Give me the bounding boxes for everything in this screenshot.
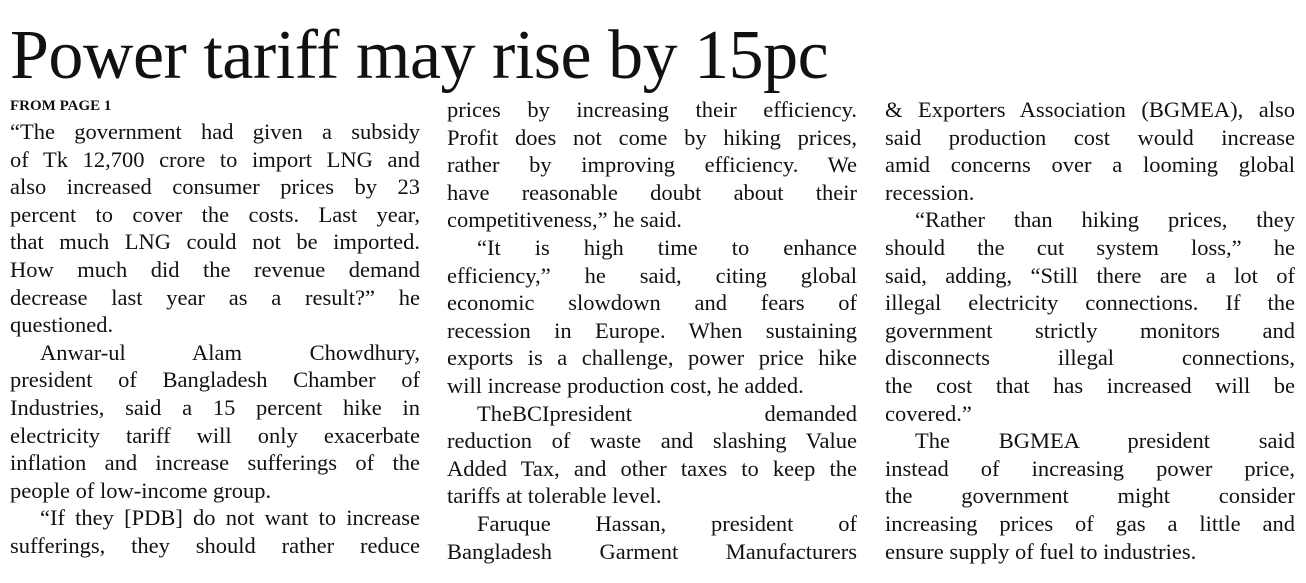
column-3-text: & Exporters Association (BGMEA), also sai… [885, 96, 1295, 565]
text-line: Bangladesh Garment Manufacturers [447, 538, 857, 564]
text-line: tariffs at tolerable level. [447, 483, 662, 509]
text-line: Profit does not come by hiking prices, [447, 124, 857, 150]
text-line: ensure supply of fuel to industries. [885, 538, 1197, 564]
text-line: should the cut system loss,” he [885, 234, 1295, 260]
text-line: have reasonable doubt about their [447, 179, 857, 205]
text-line: rather by improving efficiency. We [447, 152, 857, 178]
text-line: government strictly monitors and [885, 317, 1295, 343]
text-line: increasing prices of gas a little and [885, 510, 1295, 536]
text-line: decrease last year as a result?” he [10, 284, 420, 310]
column-1-text: “The government had given a subsidy of Tk… [10, 118, 420, 560]
column-2-text: prices by increasing their efficiency. Pr… [447, 96, 857, 565]
text-line: Faruque Hassan, president of [477, 510, 857, 536]
text-line: competitiveness,” he said. [447, 207, 682, 233]
continuation-kicker: FROM PAGE 1 [10, 98, 112, 114]
text-line: of Tk 12,700 crore to import LNG and [10, 146, 420, 172]
article-column-1: FROM PAGE 1 “The government had given a … [10, 96, 420, 560]
text-line: will increase production cost, he added. [447, 372, 804, 398]
headline: Power tariff may rise by 15pc [10, 17, 829, 94]
text-line: & Exporters Association (BGMEA), also [885, 97, 1295, 122]
text-line: “Rather than hiking prices, they [915, 207, 1295, 233]
text-line: disconnects illegal connections, [885, 345, 1295, 371]
text-line: How much did the revenue demand [10, 256, 420, 282]
text-line: inflation and increase sufferings of the [10, 450, 420, 476]
text-line: covered.” [885, 400, 972, 426]
text-line: illegal electricity connections. If the [885, 290, 1295, 316]
text-line: questioned. [10, 312, 114, 338]
text-line: TheBCIpresident demanded [477, 400, 857, 426]
text-line: exports is a challenge, power price hike [447, 345, 857, 371]
text-line: said, adding, “Still there are a lot of [885, 262, 1295, 288]
article-column-3: & Exporters Association (BGMEA), also sai… [885, 96, 1295, 565]
text-line: The BGMEA president said [915, 428, 1295, 454]
text-line: economic slowdown and fears of [447, 290, 857, 316]
text-line: the cost that has increased will be [885, 372, 1295, 398]
text-line: the government might consider [885, 483, 1295, 509]
text-line: Anwar-ul Alam Chowdhury, [40, 339, 420, 365]
text-line: Industries, said a 15 percent hike in [10, 394, 420, 420]
text-line: “If they [PDB] do not want to increase [40, 505, 420, 531]
text-line: efficiency,” he said, citing global [447, 262, 857, 288]
text-line: instead of increasing power price, [885, 455, 1295, 481]
text-line: that much LNG could not be imported. [10, 229, 420, 255]
text-line: recession. [885, 179, 975, 205]
text-line: said production cost would increase [885, 124, 1295, 150]
text-line: “The government had given a subsidy [10, 119, 420, 144]
text-line: people of low-income group. [10, 477, 272, 503]
text-line: electricity tariff will only exacerbate [10, 422, 420, 448]
article-column-2: prices by increasing their efficiency. Pr… [447, 96, 857, 565]
text-line: also increased consumer prices by 23 [10, 174, 420, 200]
text-line: president of Bangladesh Chamber of [10, 367, 420, 393]
text-line: percent to cover the costs. Last year, [10, 201, 420, 227]
text-line: “It is high time to enhance [477, 234, 857, 260]
text-line: sufferings, they should rather reduce [10, 532, 420, 558]
text-line: prices by increasing their efficiency. [447, 97, 857, 122]
text-line: amid concerns over a looming global [885, 152, 1295, 178]
text-line: recession in Europe. When sustaining [447, 317, 857, 343]
text-line: Added Tax, and other taxes to keep the [447, 455, 857, 481]
text-line: reduction of waste and slashing Value [447, 428, 857, 454]
